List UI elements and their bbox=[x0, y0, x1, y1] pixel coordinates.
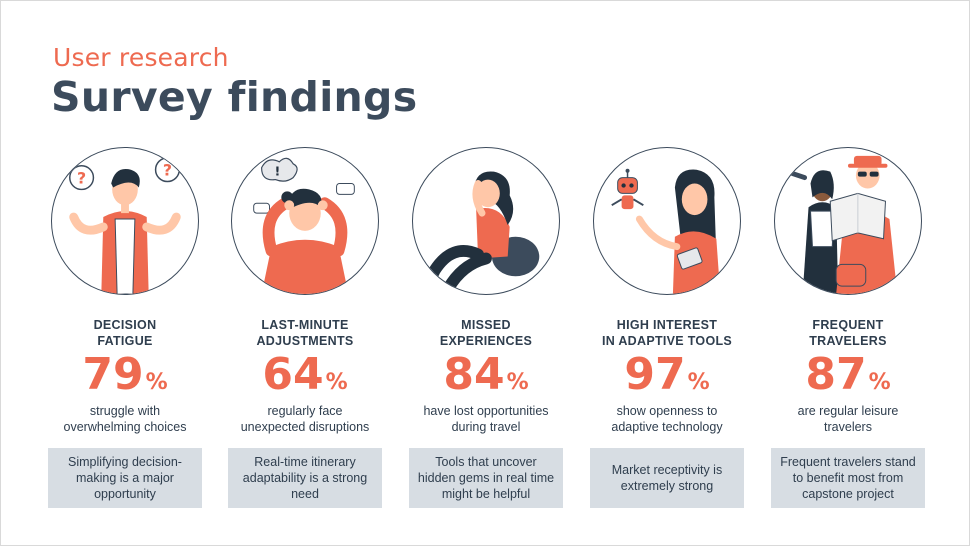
svg-text:?: ? bbox=[163, 161, 172, 180]
stat-value: 97 bbox=[624, 349, 686, 400]
finding-stat: 64% bbox=[215, 349, 395, 401]
finding-card-missed-experiences: MISSED EXPERIENCES 84% have lost opportu… bbox=[396, 147, 576, 527]
svg-text:!: ! bbox=[274, 165, 280, 180]
stat-value: 79 bbox=[82, 349, 144, 400]
finding-note: Simplifying decision-making is a major o… bbox=[48, 448, 202, 508]
finding-stat: 84% bbox=[396, 349, 576, 401]
stat-unit: % bbox=[506, 370, 529, 395]
stat-value: 64 bbox=[262, 349, 324, 400]
finding-card-last-minute-adjustments: ! LAST-MINUTE ADJUSTMENTS 64% regularly … bbox=[215, 147, 395, 527]
finding-stat: 97% bbox=[577, 349, 757, 401]
svg-text:?: ? bbox=[77, 169, 86, 188]
finding-description: regularly face unexpected disruptions bbox=[240, 404, 370, 434]
stat-value: 87 bbox=[805, 349, 867, 400]
stat-value: 84 bbox=[443, 349, 505, 400]
finding-heading: DECISION FATIGUE bbox=[93, 318, 157, 348]
finding-description: struggle with overwhelming choices bbox=[63, 404, 187, 434]
finding-note: Real-time itinerary adaptability is a st… bbox=[228, 448, 382, 508]
finding-heading: HIGH INTEREST IN ADAPTIVE TOOLS bbox=[601, 318, 733, 348]
confused-person-icon: ? ? bbox=[51, 147, 199, 295]
section-subtitle: User research bbox=[53, 43, 229, 72]
stat-unit: % bbox=[868, 370, 891, 395]
finding-description: are regular leisure travelers bbox=[797, 404, 899, 434]
finding-note: Tools that uncover hidden gems in real t… bbox=[409, 448, 563, 508]
finding-description: show openness to adaptive technology bbox=[611, 404, 723, 434]
finding-note: Market receptivity is extremely strong bbox=[590, 448, 744, 508]
stressed-person-icon: ! bbox=[231, 147, 379, 295]
finding-card-frequent-travelers: FREQUENT TRAVELERS 87% are regular leisu… bbox=[758, 147, 938, 527]
finding-heading: LAST-MINUTE ADJUSTMENTS bbox=[256, 318, 354, 348]
finding-heading: MISSED EXPERIENCES bbox=[439, 318, 533, 348]
travelers-with-map-icon bbox=[774, 147, 922, 295]
sad-sitting-person-icon bbox=[412, 147, 560, 295]
stat-unit: % bbox=[145, 370, 168, 395]
finding-card-high-interest: HIGH INTEREST IN ADAPTIVE TOOLS 97% show… bbox=[577, 147, 757, 527]
person-with-robot-icon bbox=[593, 147, 741, 295]
finding-description: have lost opportunities during travel bbox=[423, 404, 549, 434]
finding-stat: 87% bbox=[758, 349, 938, 401]
stat-unit: % bbox=[325, 370, 348, 395]
finding-card-decision-fatigue: ? ? DECISION FATIGUE 79% struggle with o… bbox=[35, 147, 215, 527]
page-title: Survey findings bbox=[51, 73, 418, 121]
finding-note: Frequent travelers stand to benefit most… bbox=[771, 448, 925, 508]
stat-unit: % bbox=[687, 370, 710, 395]
finding-heading: FREQUENT TRAVELERS bbox=[809, 318, 887, 348]
finding-stat: 79% bbox=[35, 349, 215, 401]
